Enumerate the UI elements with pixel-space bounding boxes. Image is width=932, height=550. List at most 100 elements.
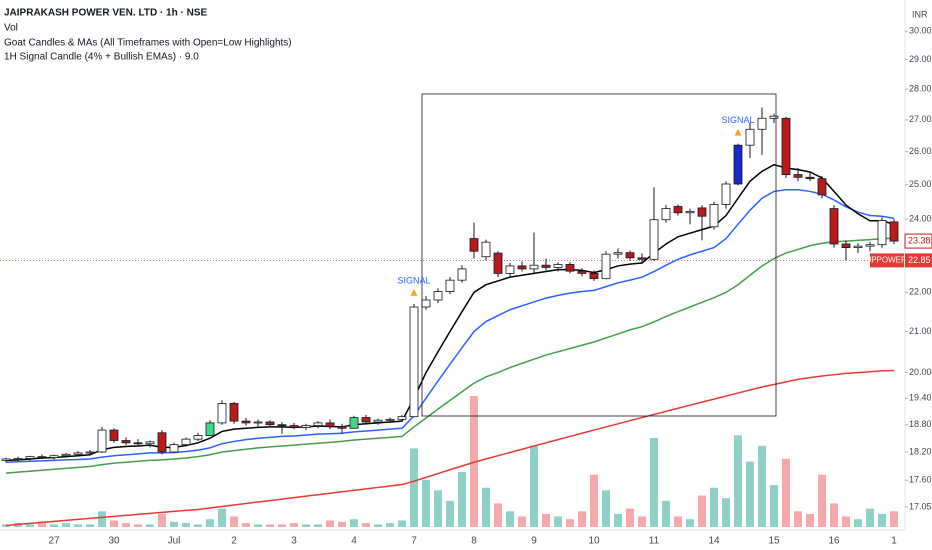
candle-body bbox=[793, 174, 803, 178]
candle-body bbox=[733, 144, 743, 185]
volume-bar bbox=[482, 487, 490, 527]
indicator-label: Vol bbox=[4, 23, 18, 34]
y-tick-label: 28.00 bbox=[909, 84, 932, 94]
candle-body bbox=[25, 456, 35, 459]
volume-bar bbox=[182, 523, 190, 527]
x-tick-label: 14 bbox=[708, 536, 720, 547]
candle-body bbox=[745, 128, 755, 146]
volume-bar bbox=[422, 479, 430, 527]
volume-bar bbox=[782, 458, 790, 527]
volume-bar bbox=[794, 511, 802, 527]
volume-bar bbox=[818, 474, 826, 527]
candle-body bbox=[337, 426, 347, 429]
x-tick-label: 11 bbox=[649, 536, 660, 547]
volume-bar bbox=[206, 519, 214, 527]
volume-bar bbox=[290, 523, 298, 527]
volume-bar bbox=[650, 437, 658, 527]
volume-bar bbox=[662, 500, 670, 527]
candle-body bbox=[253, 421, 263, 424]
candle-body bbox=[181, 438, 191, 446]
candle-body bbox=[229, 403, 239, 422]
y-tick-label: 22.00 bbox=[909, 287, 932, 297]
volume-bar bbox=[62, 523, 70, 527]
volume-bar bbox=[254, 524, 262, 527]
y-tick-label: 21.00 bbox=[909, 326, 932, 336]
volume-bar bbox=[110, 520, 118, 527]
volume-bar bbox=[50, 524, 58, 527]
y-tick-label: 26.00 bbox=[909, 146, 932, 156]
candle-body bbox=[673, 206, 683, 214]
candle-body bbox=[685, 210, 695, 214]
candle-body bbox=[529, 264, 539, 270]
volume-bar bbox=[218, 508, 226, 527]
volume-bar bbox=[746, 461, 754, 527]
candle-body bbox=[877, 220, 887, 246]
x-tick-label: 9 bbox=[531, 536, 537, 547]
candle-body bbox=[37, 456, 47, 459]
candle-body bbox=[829, 208, 839, 245]
candle-body bbox=[757, 117, 767, 130]
last-price-label: 23.38 bbox=[908, 235, 931, 245]
volume-bar bbox=[266, 524, 274, 527]
volume-bar bbox=[2, 524, 10, 527]
candle-body bbox=[73, 452, 83, 455]
x-tick-label: 3 bbox=[291, 536, 297, 547]
x-tick-label: 7 bbox=[411, 536, 417, 547]
x-tick-label: Jul bbox=[168, 536, 181, 547]
volume-bar bbox=[698, 495, 706, 527]
x-tick-label: 2 bbox=[231, 536, 237, 547]
volume-bar bbox=[314, 524, 322, 527]
candle-body bbox=[193, 435, 203, 440]
candle-body bbox=[61, 453, 71, 457]
volume-bar bbox=[806, 513, 814, 527]
volume-bar bbox=[890, 511, 898, 527]
x-tick-label: 10 bbox=[588, 536, 600, 547]
volume-bar bbox=[578, 511, 586, 527]
y-tick-label: 27.00 bbox=[909, 114, 932, 124]
y-tick-label: 29.00 bbox=[909, 54, 932, 64]
volume-bar bbox=[338, 521, 346, 527]
candle-body bbox=[661, 208, 671, 221]
candle-body bbox=[865, 244, 875, 247]
volume-bar bbox=[686, 519, 694, 527]
prev-close-value-box bbox=[905, 253, 932, 268]
volume-bar bbox=[98, 511, 106, 527]
candle-body bbox=[493, 252, 503, 274]
candle-body bbox=[85, 451, 95, 454]
y-tick-label: 19.40 bbox=[909, 393, 932, 403]
candle-body bbox=[709, 204, 719, 228]
ma-line bbox=[5, 163, 895, 462]
volume-bar bbox=[506, 511, 514, 527]
candle-body bbox=[577, 270, 587, 274]
volume-bar bbox=[386, 523, 394, 527]
volume-bar bbox=[842, 516, 850, 527]
candle-body bbox=[361, 417, 371, 423]
x-tick-label: 1 bbox=[891, 536, 897, 547]
candle-body bbox=[349, 417, 359, 429]
volume-bar bbox=[854, 519, 862, 527]
y-tick-label: 17.60 bbox=[909, 475, 932, 485]
volume-bar bbox=[326, 520, 334, 527]
volume-bar bbox=[410, 448, 418, 527]
ma-line bbox=[5, 237, 895, 474]
volume-bar bbox=[350, 519, 358, 527]
candle-body bbox=[301, 425, 311, 428]
y-tick-label: 24.00 bbox=[909, 213, 932, 223]
candle-body bbox=[769, 115, 779, 119]
candle-body bbox=[133, 442, 143, 445]
ma-line bbox=[5, 188, 895, 463]
volume-bar bbox=[602, 490, 610, 527]
plot-area bbox=[0, 107, 905, 527]
x-tick-label: 27 bbox=[48, 536, 60, 547]
candle-body bbox=[553, 264, 563, 268]
volume-bar bbox=[122, 523, 130, 527]
candle-body bbox=[649, 219, 659, 260]
prev-close-name-box bbox=[870, 253, 904, 268]
candle-body bbox=[637, 257, 647, 260]
candle-body bbox=[481, 241, 491, 258]
y-tick-label: 25.00 bbox=[909, 179, 932, 189]
volume-bar bbox=[638, 516, 646, 527]
volume-bar bbox=[554, 516, 562, 527]
volume-bar bbox=[542, 513, 550, 527]
